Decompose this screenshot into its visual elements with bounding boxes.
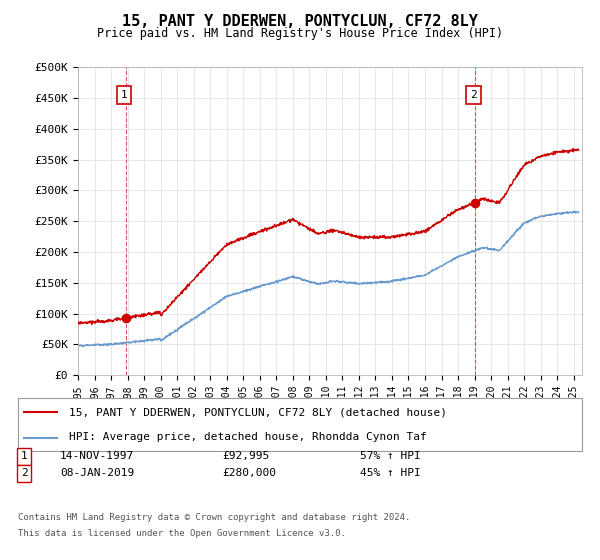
Text: 14-NOV-1997: 14-NOV-1997	[60, 451, 134, 461]
Point	[470, 198, 480, 207]
Text: 15, PANT Y DDERWEN, PONTYCLUN, CF72 8LY (detached house): 15, PANT Y DDERWEN, PONTYCLUN, CF72 8LY …	[69, 408, 447, 418]
Text: This data is licensed under the Open Government Licence v3.0.: This data is licensed under the Open Gov…	[18, 529, 346, 538]
Text: 08-JAN-2019: 08-JAN-2019	[60, 468, 134, 478]
Text: 2: 2	[470, 90, 477, 100]
Text: 1: 1	[121, 90, 127, 100]
Point	[121, 314, 130, 323]
Text: 15, PANT Y DDERWEN, PONTYCLUN, CF72 8LY: 15, PANT Y DDERWEN, PONTYCLUN, CF72 8LY	[122, 14, 478, 29]
FancyBboxPatch shape	[18, 398, 582, 451]
Text: £280,000: £280,000	[222, 468, 276, 478]
Text: 45% ↑ HPI: 45% ↑ HPI	[360, 468, 421, 478]
Text: 2: 2	[20, 468, 28, 478]
Text: Contains HM Land Registry data © Crown copyright and database right 2024.: Contains HM Land Registry data © Crown c…	[18, 513, 410, 522]
Text: 1: 1	[20, 451, 28, 461]
Text: HPI: Average price, detached house, Rhondda Cynon Taf: HPI: Average price, detached house, Rhon…	[69, 432, 427, 442]
Text: Price paid vs. HM Land Registry's House Price Index (HPI): Price paid vs. HM Land Registry's House …	[97, 27, 503, 40]
Text: £92,995: £92,995	[222, 451, 269, 461]
Text: 57% ↑ HPI: 57% ↑ HPI	[360, 451, 421, 461]
